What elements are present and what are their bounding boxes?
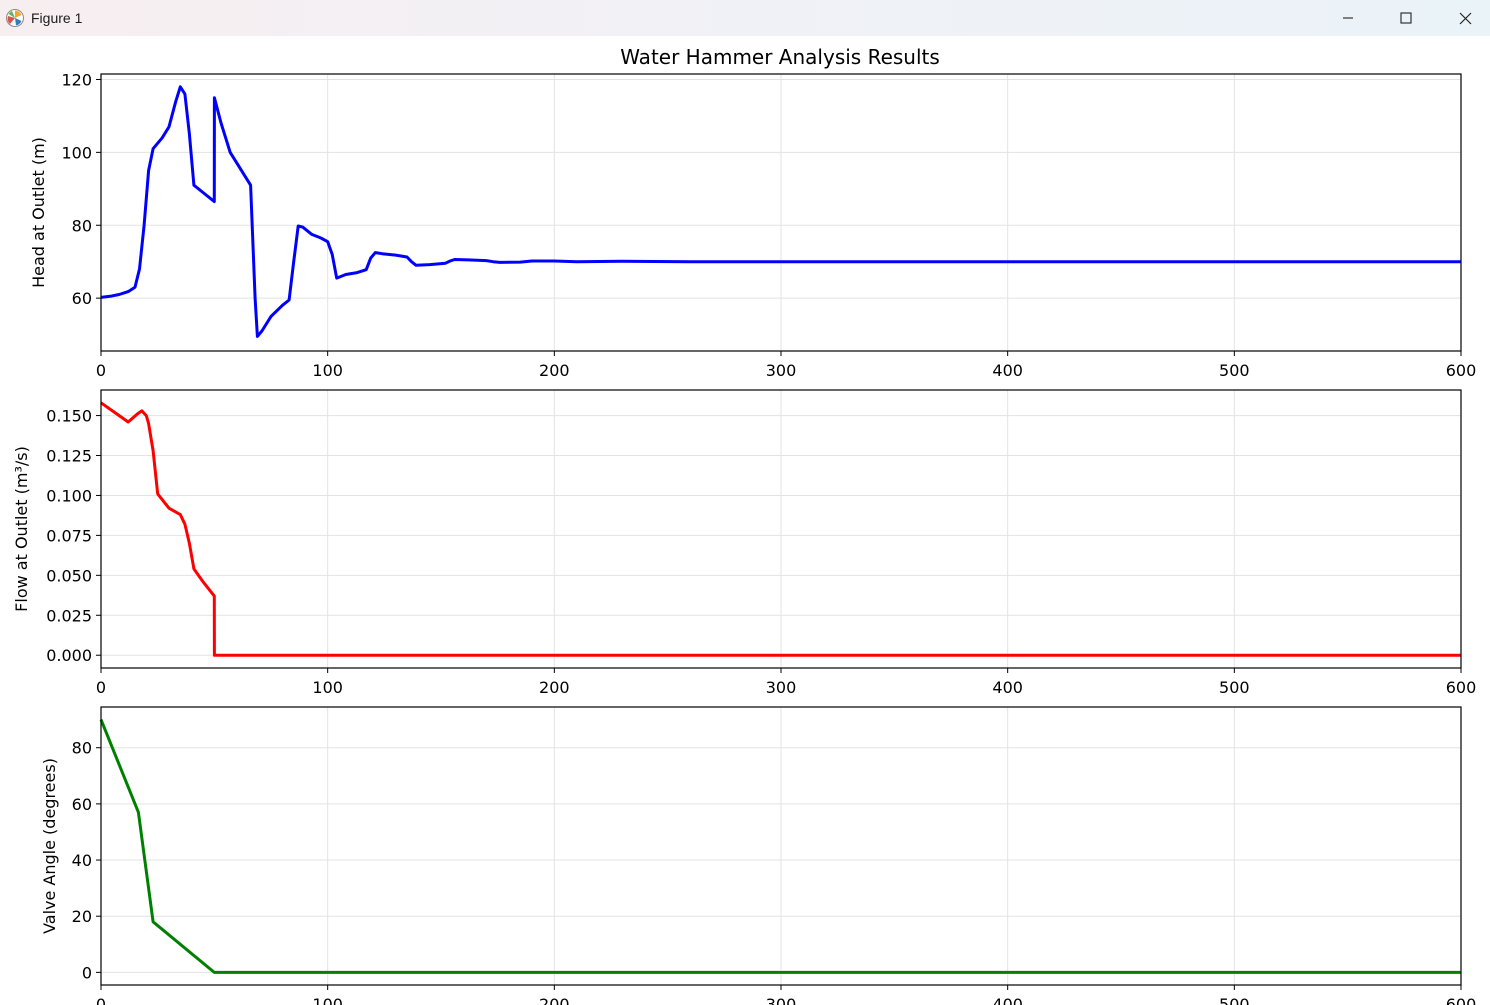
x-tick-label: 500 bbox=[1219, 995, 1250, 1005]
y-tick-label: 100 bbox=[61, 143, 92, 162]
x-tick-label: 300 bbox=[766, 995, 797, 1005]
x-tick-label: 200 bbox=[539, 678, 570, 697]
x-tick-label: 600 bbox=[1446, 678, 1477, 697]
close-icon bbox=[1459, 12, 1472, 25]
window-titlebar: Figure 1 bbox=[0, 0, 1490, 36]
x-tick-label: 0 bbox=[96, 361, 106, 380]
subplot-2: 0 100 200 300 400 500 600 0.000 0.025 0.050 0.075 0… bbox=[12, 389, 1477, 697]
window-title: Figure 1 bbox=[31, 10, 83, 26]
y-tick-label: 0.150 bbox=[46, 407, 92, 426]
x-tick-label: 400 bbox=[992, 678, 1023, 697]
series-line bbox=[100, 85, 1461, 338]
subplot-1: 0 100 200 300 400 500 600 60 80 100 120 Head at Out… bbox=[29, 70, 1476, 380]
x-tick-label: 400 bbox=[992, 995, 1023, 1005]
y-tick-label: 60 bbox=[72, 289, 92, 308]
minimize-button[interactable] bbox=[1319, 0, 1377, 36]
x-tick-label: 100 bbox=[312, 361, 343, 380]
x-tick-label: 0 bbox=[96, 678, 106, 697]
x-tick-label: 100 bbox=[312, 995, 343, 1005]
y-tick-label: 0.025 bbox=[46, 606, 92, 625]
y-tick-label: 0.000 bbox=[46, 646, 92, 665]
y-tick-label: 60 bbox=[72, 795, 92, 814]
y-tick-label: 120 bbox=[61, 70, 92, 89]
x-tick-label: 300 bbox=[766, 678, 797, 697]
y-tick-label: 0 bbox=[82, 963, 92, 982]
x-tick-label: 300 bbox=[766, 361, 797, 380]
minimize-icon bbox=[1342, 12, 1354, 24]
matplotlib-icon bbox=[5, 8, 25, 28]
y-tick-label: 40 bbox=[72, 851, 92, 870]
close-button[interactable] bbox=[1436, 0, 1490, 36]
x-tick-label: 500 bbox=[1219, 678, 1250, 697]
maximize-button[interactable] bbox=[1377, 0, 1435, 36]
y-tick-label: 80 bbox=[72, 216, 92, 235]
figure-title: Water Hammer Analysis Results bbox=[620, 45, 940, 69]
series-line bbox=[100, 401, 1461, 657]
subplot-3: 0 100 200 300 400 500 600 0 20 40 60 80 Valve Angle … bbox=[40, 706, 1477, 1005]
y-axis-label: Valve Angle (degrees) bbox=[40, 758, 59, 934]
y-tick-label: 0.075 bbox=[46, 526, 92, 545]
y-tick-label: 20 bbox=[72, 907, 92, 926]
x-tick-label: 400 bbox=[992, 361, 1023, 380]
y-tick-label: 0.050 bbox=[46, 566, 92, 585]
x-tick-label: 200 bbox=[539, 995, 570, 1005]
series-line bbox=[99, 719, 1461, 974]
y-axis-label: Flow at Outlet (m³/s) bbox=[12, 446, 31, 612]
x-tick-label: 600 bbox=[1446, 995, 1477, 1005]
x-tick-label: 500 bbox=[1219, 361, 1250, 380]
x-tick-label: 100 bbox=[312, 678, 343, 697]
x-tick-label: 200 bbox=[539, 361, 570, 380]
y-axis-label: Head at Outlet (m) bbox=[29, 137, 48, 288]
y-tick-label: 0.125 bbox=[46, 447, 92, 466]
x-tick-label: 0 bbox=[96, 995, 106, 1005]
maximize-icon bbox=[1400, 12, 1412, 24]
figure-canvas: Water Hammer Analysis Results 0 100 200 300 4… bbox=[0, 36, 1490, 1005]
x-tick-label: 600 bbox=[1446, 361, 1477, 380]
y-tick-label: 80 bbox=[72, 739, 92, 758]
y-tick-label: 0.100 bbox=[46, 486, 92, 505]
